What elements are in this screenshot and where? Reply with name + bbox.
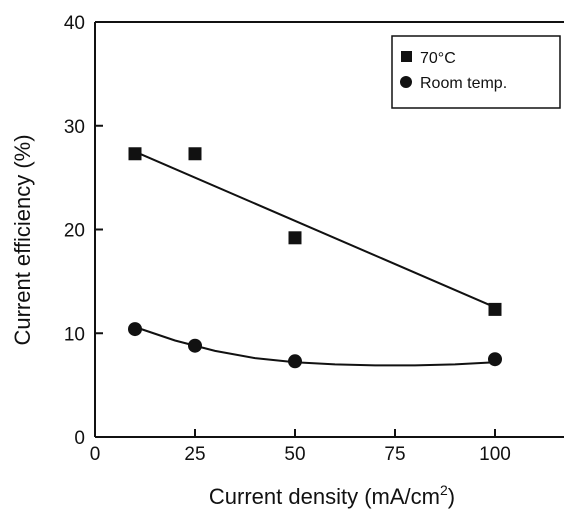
y-tick-label: 30 [64,117,85,138]
y-axis-label: Current efficiency (%) [10,134,35,345]
y-tick-label: 10 [64,324,85,345]
y-tick-label: 0 [74,428,85,449]
x-axis-label-tail: ) [448,484,455,509]
data-point-square [128,147,142,161]
x-axis-label-main: Current density (mA/cm [209,484,440,509]
data-point-circle [288,354,302,369]
x-axis-label-superscript: 2 [440,482,448,498]
y-tick-label: 20 [64,221,85,242]
data-points [128,147,502,369]
data-point-square [488,302,502,316]
data-point-square [188,147,202,161]
legend-marker-circle [400,76,412,88]
fit-lines [134,150,496,367]
data-point-circle [128,322,142,337]
legend-marker-square [401,51,412,62]
x-ticks: 0 25 50 75 100 [90,429,511,465]
x-axis-label: Current density (mA/cm2) [209,482,455,509]
legend-label-room-temp: Room temp. [420,75,507,92]
x-tick-label: 75 [384,444,405,465]
fit-line-series-0 [134,150,496,309]
x-tick-label: 25 [184,444,205,465]
x-tick-label: 0 [90,444,101,465]
y-tick-label: 40 [64,13,85,34]
x-tick-label: 50 [284,444,305,465]
legend-box [391,35,561,109]
data-point-circle [188,338,202,353]
y-ticks: 0 10 20 30 40 [64,13,103,449]
legend: 70°C Room temp. [391,35,561,109]
data-point-circle [488,352,502,367]
data-point-square [288,231,302,245]
legend-label-70c: 70°C [420,50,456,67]
x-tick-label: 100 [479,444,511,465]
